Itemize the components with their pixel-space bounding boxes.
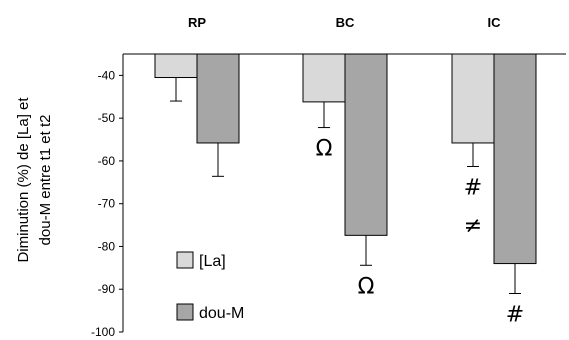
legend-label-1: dou-M xyxy=(199,305,244,322)
y-tick-label: -100 xyxy=(91,325,115,339)
bar-ic-1 xyxy=(493,53,537,265)
significance-marker: ≠ xyxy=(464,213,482,238)
bar-ic-0 xyxy=(451,53,495,144)
significance-marker: Ω xyxy=(358,274,375,299)
legend-swatch-0 xyxy=(176,251,194,269)
y-tick-label: -50 xyxy=(98,111,116,125)
y-tick-label: -90 xyxy=(98,282,116,296)
bar-bc-0 xyxy=(302,53,346,103)
category-label-rp: RP xyxy=(188,15,206,30)
y-axis-label-line: dou-M entre t1 et t2 xyxy=(37,115,54,246)
significance-marker: # xyxy=(464,175,482,200)
category-label-ic: IC xyxy=(488,15,502,30)
y-tick-label: -70 xyxy=(98,197,116,211)
significance-marker: # xyxy=(506,303,524,328)
category-label-bc: BC xyxy=(336,15,355,30)
y-tick-label: -60 xyxy=(98,154,116,168)
significance-marker: Ω xyxy=(316,137,333,162)
bar-bc-1 xyxy=(344,53,388,236)
bar-rp-0 xyxy=(154,53,198,79)
y-axis-label: Diminution (%) de [La] et dou-M entre t1 … xyxy=(15,97,54,263)
y-tick-label: -80 xyxy=(98,239,116,253)
legend-label-0: [La] xyxy=(199,253,226,270)
legend-swatch-1 xyxy=(176,303,194,321)
bar-rp-1 xyxy=(196,53,240,144)
y-tick-label: -40 xyxy=(98,68,116,82)
y-axis-label-line: Diminution (%) de [La] et xyxy=(15,97,32,263)
